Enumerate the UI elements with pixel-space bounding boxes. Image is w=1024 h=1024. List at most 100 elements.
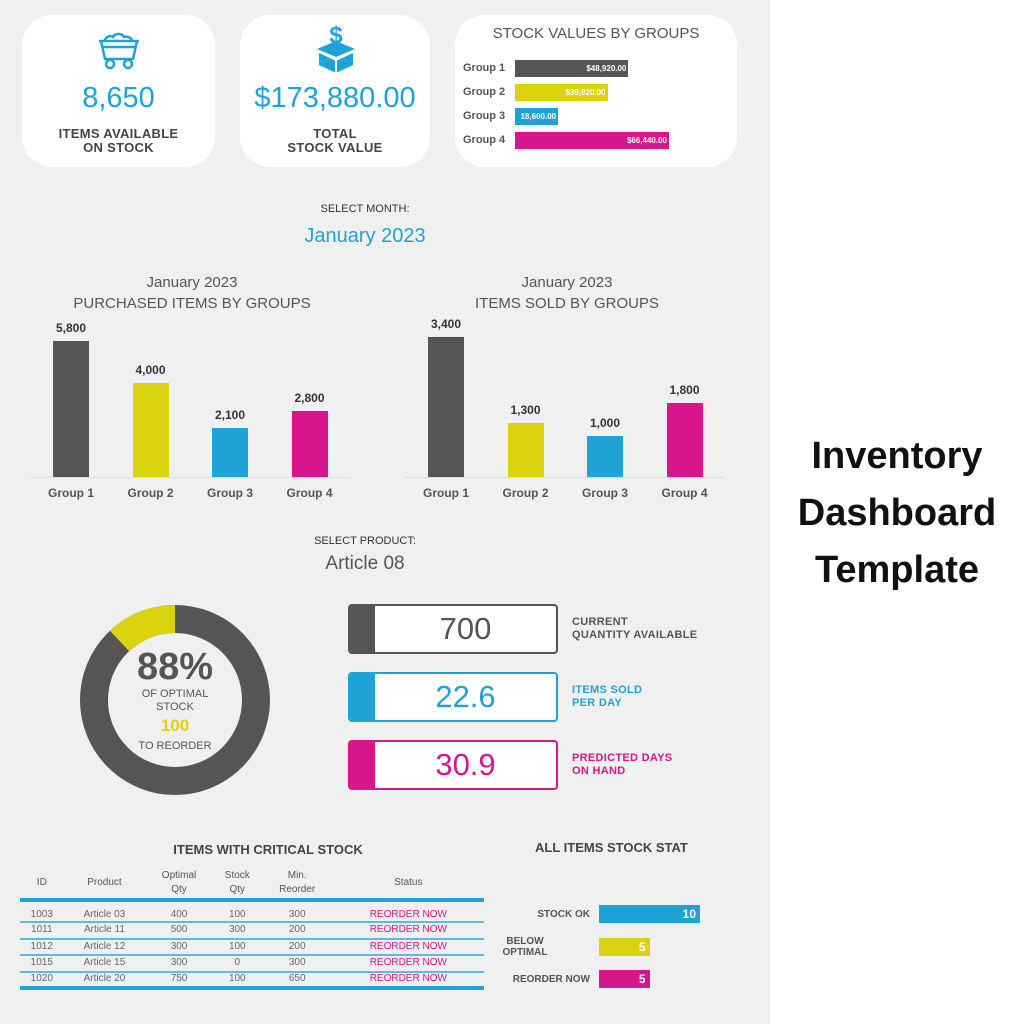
kpi-value: 22.6 <box>435 679 496 714</box>
bar <box>666 402 703 477</box>
money-box-icon: $ <box>317 22 355 73</box>
table-cell: 0 <box>212 955 262 973</box>
table-cell: 1003 <box>20 900 64 923</box>
status-bar: 10 <box>599 905 700 923</box>
bar <box>212 427 248 477</box>
table-row: 1015 Article 15 300 0 300 REORDER NOW <box>20 955 484 973</box>
donut-reorder-value: 100 <box>160 716 190 735</box>
status-bar: 5 <box>599 970 650 988</box>
donut-label: TO REORDER <box>138 740 212 752</box>
group-label: Group 2 <box>463 86 506 98</box>
data-label: 1,800 <box>669 382 700 397</box>
header-line: Qty <box>171 884 187 895</box>
group-label: Group 4 <box>286 486 333 500</box>
table-cell: 1015 <box>20 955 64 973</box>
axis-line <box>405 477 725 478</box>
group-label: Group 3 <box>463 110 506 122</box>
sold-chart-title: ITEMS SOLD BY GROUPS <box>475 295 659 312</box>
table-cell: 1020 <box>20 971 64 990</box>
status-cell: REORDER NOW <box>332 971 484 990</box>
dashboard: 8,650 ITEMS AVAILABLE ON STOCK $ $173,880… <box>0 0 770 1024</box>
bar <box>587 435 623 477</box>
kpi-strip <box>350 742 375 788</box>
column-header: Product <box>63 868 146 902</box>
data-label: 4,000 <box>135 363 166 378</box>
product-kpi-box: 30.9 <box>348 740 558 790</box>
header-row: ID Product Optimal Qty Stock Qty Min. Reorder St… <box>20 868 484 902</box>
critical-stock-table: ID Product Optimal Qty Stock Qty Min. Reorder St… <box>20 868 484 990</box>
table-row: 1012 Article 12 300 100 200 REORDER NOW <box>20 938 484 956</box>
kpi-caption: ITEMS AVAILABLE ON STOCK <box>22 127 215 155</box>
table-cell: Article 12 <box>63 938 146 956</box>
group-label: Group 1 <box>463 62 506 74</box>
table-cell: 100 <box>212 900 262 923</box>
data-label: 1,000 <box>589 415 621 430</box>
label-line: REORDER NOW <box>512 974 590 985</box>
group-label: Group 4 <box>661 486 708 500</box>
sold-chart-header: January 2023 ITEMS SOLD BY GROUPS <box>402 272 732 314</box>
kpi-label: ON STOCK <box>83 140 154 155</box>
table-cell: 400 <box>145 900 213 923</box>
bar <box>132 383 169 477</box>
header-line: Min. <box>287 870 307 881</box>
donut-label: OF OPTIMAL <box>141 688 209 700</box>
product-select[interactable]: Article 08 <box>325 553 405 574</box>
table-cell: Article 15 <box>63 955 146 973</box>
kpi-label: PREDICTED DAYS ON HAND <box>572 752 672 778</box>
chart-subtitle: January 2023 <box>521 274 613 291</box>
label-line: ON HAND <box>572 765 626 777</box>
table-cell: 1012 <box>20 938 64 956</box>
donut-stock-segment <box>80 605 270 795</box>
month-select[interactable]: January 2023 <box>304 225 426 247</box>
items-available-card: 8,650 ITEMS AVAILABLE ON STOCK <box>22 15 215 167</box>
status-cell: REORDER NOW <box>332 922 484 940</box>
critical-stock-title: ITEMS WITH CRITICAL STOCK <box>173 842 363 857</box>
column-header: Optimal Qty <box>145 868 213 902</box>
status-label: BELOW OPTIMAL <box>480 936 570 958</box>
table-cell: 1011 <box>20 922 64 940</box>
table-cell: 300 <box>145 955 213 973</box>
kpi-value: 30.9 <box>435 747 496 782</box>
product-kpi-box: 700 <box>348 604 558 654</box>
label-line: QUANTITY AVAILABLE <box>572 629 698 641</box>
stock-value-row: Group 4 $66,440.00 <box>463 131 669 149</box>
title-line: Dashboard <box>797 492 997 534</box>
column-header: Stock Qty <box>212 868 262 902</box>
header-line: ID <box>36 877 47 888</box>
status-cell: REORDER NOW <box>332 955 484 973</box>
kpi-strip <box>350 674 375 720</box>
table-cell: 300 <box>145 938 213 956</box>
status-cell: REORDER NOW <box>332 900 484 923</box>
page-title: Inventory Dashboard Template <box>770 428 1024 599</box>
data-label: 5,800 <box>55 321 87 335</box>
column-header: ID <box>20 868 64 902</box>
status-bar: 5 <box>599 937 650 956</box>
table-cell: 650 <box>261 971 333 990</box>
total-stock-value: $173,880.00 <box>254 82 416 114</box>
data-label: 1,300 <box>510 403 541 418</box>
group-label: Group 1 <box>47 486 94 500</box>
label-line: PREDICTED DAYS <box>572 752 673 764</box>
stock-values-title: STOCK VALUES BY GROUPS <box>492 25 700 42</box>
total-stock-value-card: $ $173,880.00 TOTAL STOCK VALUE <box>240 15 430 167</box>
stock-status-title: ALL ITEMS STOCK STAT <box>535 840 688 855</box>
status-label: STOCK OK <box>500 909 590 920</box>
bar <box>53 341 89 477</box>
stock-value-row: Group 3 18,600.00 <box>463 107 559 125</box>
svg-text:$: $ <box>329 22 343 49</box>
header-line: Product <box>87 877 122 888</box>
kpi-value: 700 <box>439 611 492 646</box>
optimal-stock-donut <box>80 605 270 795</box>
table-cell: 300 <box>212 922 262 940</box>
purchased-chart-header: January 2023 PURCHASED ITEMS BY GROUPS <box>27 272 357 314</box>
group-label: Group 2 <box>502 486 549 500</box>
status-cell: REORDER NOW <box>332 938 484 956</box>
mine-cart-icon <box>99 32 139 70</box>
label-line: PER DAY <box>572 697 622 709</box>
table-cell: 200 <box>261 938 333 956</box>
table-cell: 200 <box>261 922 333 940</box>
header-line: Qty <box>229 884 246 895</box>
kpi-label: STOCK VALUE <box>287 140 383 155</box>
status-label: REORDER NOW <box>500 974 590 985</box>
bar <box>507 423 544 477</box>
